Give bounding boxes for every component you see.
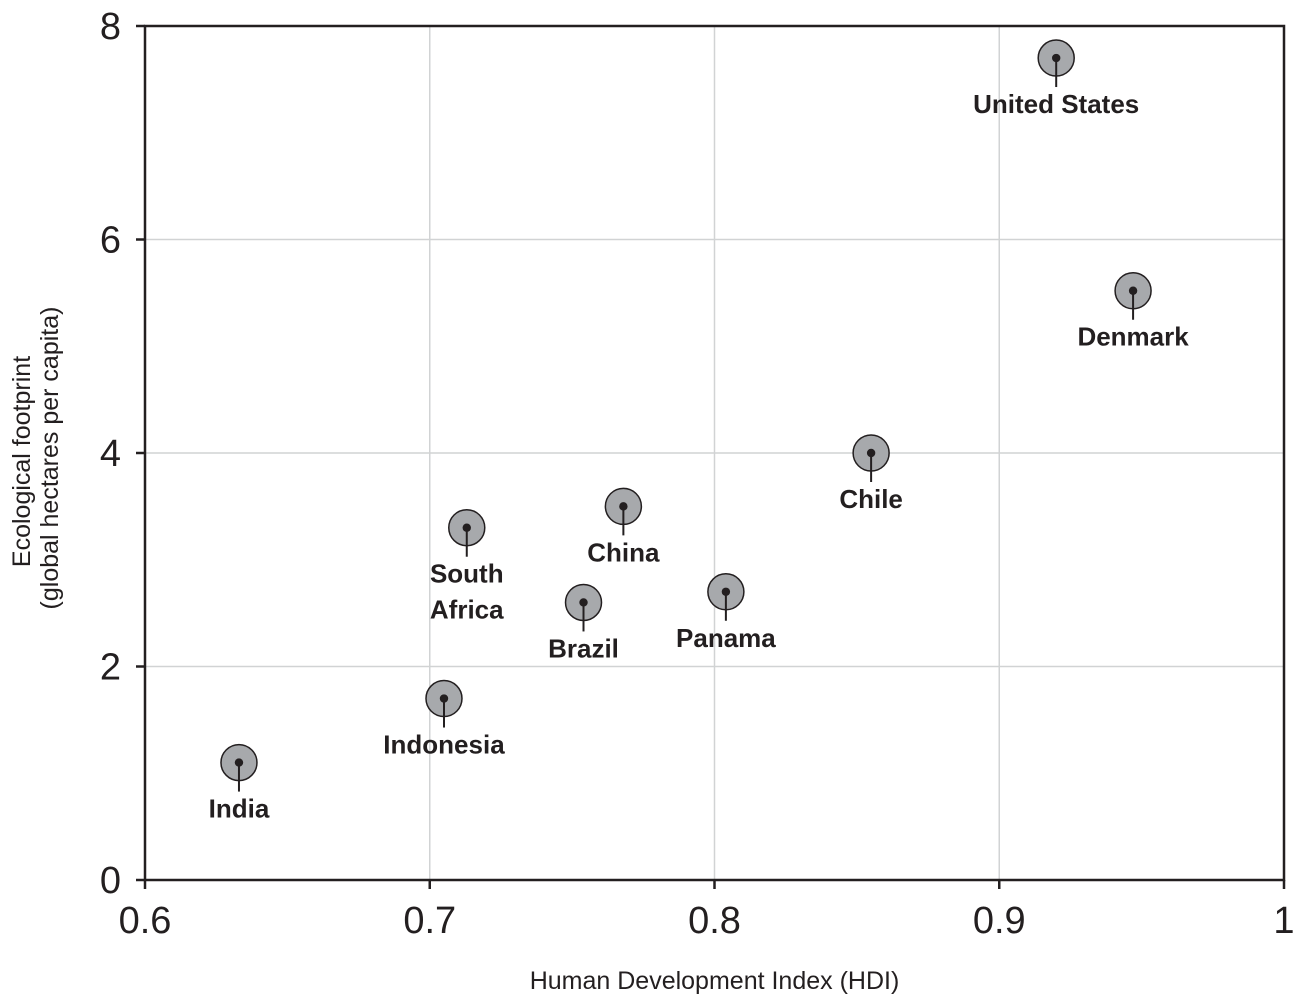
point-label: India — [209, 794, 270, 824]
data-point: China — [587, 487, 660, 567]
y-axis-title-line-2: (global hectares per capita) — [36, 307, 64, 610]
tick-labels: 0.6 0.7 0.8 0.9 1 0 2 4 6 8 — [100, 6, 1295, 942]
point-label: Denmark — [1077, 322, 1189, 352]
y-tick-label: 0 — [100, 860, 121, 902]
point-center-dot — [234, 758, 244, 767]
grid-lines — [145, 26, 1284, 880]
y-tick-label: 2 — [100, 647, 121, 689]
y-tick-label: 8 — [100, 6, 121, 48]
point-center-dot — [1128, 286, 1138, 295]
y-axis-title: Ecological footprint (global hectares pe… — [8, 307, 64, 610]
data-point: United States — [973, 39, 1139, 119]
point-center-dot — [439, 694, 449, 703]
point-label: South — [430, 559, 504, 589]
point-center-dot — [462, 523, 471, 532]
point-label: Panama — [676, 623, 776, 653]
data-point: Indonesia — [383, 679, 505, 760]
point-label: Africa — [430, 595, 504, 625]
point-center-dot — [579, 598, 588, 607]
point-label: Chile — [839, 484, 903, 514]
data-point: Chile — [839, 434, 903, 514]
x-tick-label: 0.9 — [973, 900, 1026, 942]
point-center-dot — [721, 587, 731, 596]
x-tick-label: 0.8 — [688, 900, 741, 942]
data-point: Brazil — [548, 583, 619, 663]
x-axis-title: Human Development Index (HDI) — [530, 967, 900, 995]
point-center-dot — [619, 502, 628, 511]
data-point: India — [209, 743, 270, 824]
point-label: Brazil — [548, 633, 619, 663]
y-axis-title-line-1: Ecological footprint — [8, 356, 36, 567]
x-tick-label: 0.7 — [403, 900, 456, 942]
point-center-dot — [1052, 53, 1061, 63]
point-center-dot — [866, 448, 876, 458]
point-label: China — [587, 537, 660, 567]
y-tick-label: 4 — [100, 433, 121, 475]
data-point: Denmark — [1077, 271, 1189, 352]
data-point: South Africa — [430, 508, 504, 625]
data-points: United States Denmark Chile China South Afric… — [209, 39, 1189, 824]
y-tick-label: 6 — [100, 220, 121, 262]
point-label: Indonesia — [383, 730, 505, 760]
axes — [136, 24, 1286, 889]
x-tick-label: 0.6 — [119, 900, 172, 942]
point-label: United States — [973, 89, 1139, 119]
data-point: Panama — [676, 573, 776, 653]
x-tick-label: 1 — [1273, 900, 1294, 942]
